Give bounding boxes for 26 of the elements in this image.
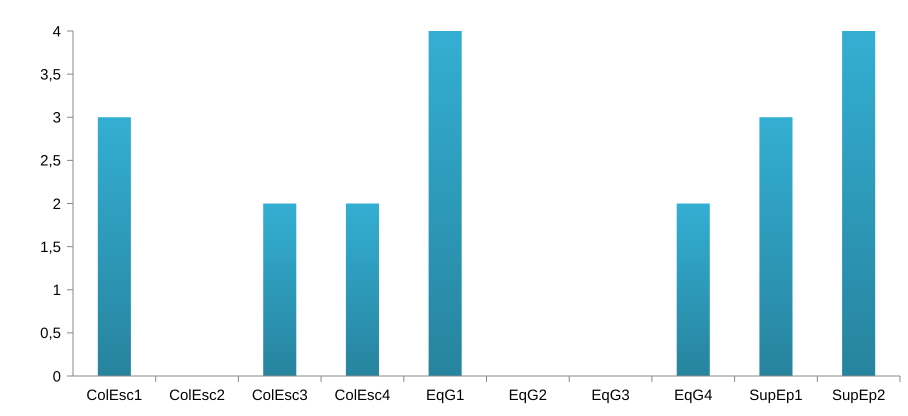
x-tick-label: EqG2 — [508, 387, 548, 404]
bar — [346, 204, 379, 376]
x-tick-label: ColEsc4 — [334, 387, 390, 404]
x-tick-label: EqG4 — [674, 387, 712, 404]
y-tick-label: 3 — [52, 110, 61, 126]
y-tick-label: 4 — [52, 23, 61, 40]
y-tick-label: 1 — [52, 282, 61, 299]
x-tick-label: SupEp1 — [749, 387, 803, 404]
y-tick-label: 0,5 — [40, 325, 61, 342]
bar — [759, 117, 792, 376]
bar — [263, 204, 296, 376]
bar — [428, 31, 462, 376]
bar — [842, 31, 876, 376]
bar — [98, 117, 131, 376]
bar — [676, 204, 710, 376]
x-tick-label: ColEsc2 — [169, 387, 225, 404]
x-tick-label: EqG3 — [591, 387, 630, 404]
x-tick-label: ColEsc1 — [86, 387, 142, 404]
x-tick-label: EqG1 — [426, 387, 464, 404]
x-tick-label: SupEp2 — [832, 387, 886, 404]
y-tick-label: 0 — [52, 368, 61, 386]
x-tick-label: ColEsc3 — [252, 387, 308, 404]
y-tick-label: 2,5 — [40, 152, 61, 170]
y-tick-label: 1,5 — [40, 238, 61, 256]
y-tick-label: 3,5 — [40, 66, 61, 84]
y-tick-label: 2 — [52, 196, 61, 213]
